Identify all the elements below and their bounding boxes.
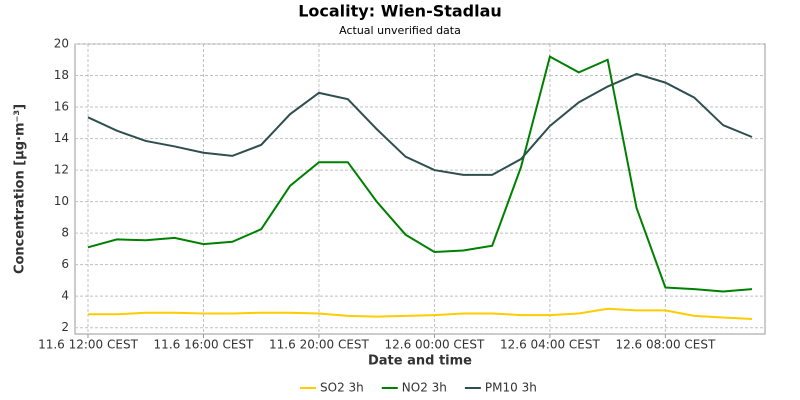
x-tick-label: 11.6 16:00 CEST — [154, 338, 255, 352]
x-tick-label: 12.6 04:00 CEST — [500, 338, 601, 352]
chart-subtitle: Actual unverified data — [339, 24, 461, 37]
x-tick-label: 11.6 12:00 CEST — [38, 338, 139, 352]
legend-label: PM10 3h — [485, 381, 537, 395]
x-tick-label: 12.6 08:00 CEST — [615, 338, 716, 352]
y-tick-label: 16 — [54, 100, 69, 114]
y-tick-label: 6 — [61, 257, 69, 271]
x-axis-title: Date and time — [368, 354, 472, 369]
y-tick-label: 4 — [61, 289, 69, 303]
y-axis-title: Concentration [µg·m⁻³] — [13, 104, 28, 274]
legend-label: SO2 3h — [320, 381, 364, 395]
series-line — [87, 55, 753, 293]
chart-title: Locality: Wien-Stadlau — [298, 2, 502, 21]
y-tick-label: 20 — [54, 37, 69, 51]
x-tick-label: 12.6 00:00 CEST — [385, 338, 486, 352]
y-tick-label: 8 — [61, 226, 69, 240]
y-tick-label: 18 — [54, 68, 69, 82]
y-tick-label: 14 — [54, 131, 69, 145]
series-line — [88, 307, 753, 321]
y-tick-label: 2 — [61, 320, 69, 334]
series-line — [87, 72, 753, 176]
y-tick-label: 12 — [54, 163, 69, 177]
x-tick-label: 11.6 20:00 CEST — [269, 338, 370, 352]
legend-label: NO2 3h — [402, 381, 447, 395]
y-tick-label: 10 — [54, 194, 69, 208]
plot-frame — [74, 43, 766, 335]
